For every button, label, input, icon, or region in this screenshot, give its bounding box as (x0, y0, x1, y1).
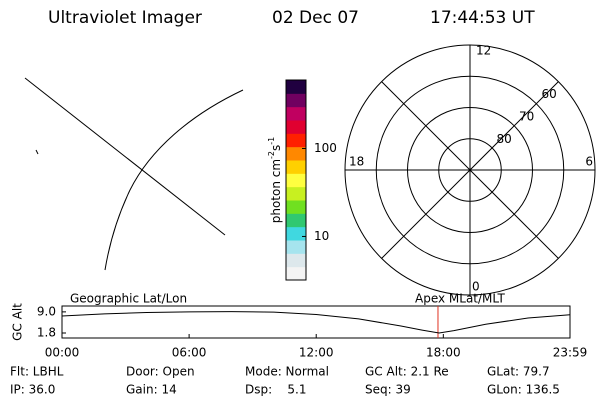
status-field: Dsp: 5.1 (245, 383, 307, 397)
colorbar-segment (286, 266, 306, 281)
colorbar-segment (286, 253, 306, 268)
status-field: Flt: LBHL (10, 365, 64, 379)
map-panel (24, 77, 244, 271)
polar-hour-label: 18 (349, 155, 364, 169)
colorbar-segment (286, 200, 306, 214)
colorbar-label-part: -2 (267, 151, 276, 159)
colorbar-label-part: s (269, 145, 283, 151)
panel-label: Apex MLat/MLT (415, 292, 505, 306)
title: Ultraviolet Imager (48, 8, 202, 28)
panel-label: Geographic Lat/Lon (70, 292, 187, 306)
polar-ring (438, 138, 502, 202)
polar-hour-label: 0 (472, 280, 480, 294)
x-tick-label: 12:00 (299, 346, 334, 360)
polar-ring-label: 70 (519, 110, 534, 124)
x-tick-label: 23:59 (553, 346, 588, 360)
colorbar-label-part: -1 (267, 137, 276, 145)
y-tick-label: 9.0 (37, 304, 56, 318)
x-tick-label: 00:00 (45, 346, 80, 360)
map-fragment (35, 149, 39, 155)
colorbar-segment (286, 133, 306, 148)
x-tick-label: 18:00 (426, 346, 461, 360)
colorbar-segment (286, 93, 306, 108)
colorbar-segment (286, 160, 306, 174)
colorbar-label-part: photon cm (269, 159, 283, 223)
colorbar-segment (286, 186, 306, 201)
colorbar-segment (286, 173, 306, 188)
polar-hour-label: 12 (476, 44, 491, 58)
status-field: Seq: 39 (365, 383, 411, 397)
status-field: IP: 36.0 (10, 383, 55, 397)
date: 02 Dec 07 (272, 8, 359, 28)
map-curve (104, 89, 244, 271)
status-field: GLon: 136.5 (487, 383, 560, 397)
colorbar-label: photon cm-2s-1 (267, 137, 283, 224)
status-field: Mode: Normal (245, 365, 329, 379)
polar-ring (375, 75, 565, 265)
status-field: Door: Open (126, 365, 195, 379)
colorbar-segment (286, 226, 306, 241)
colorbar-tick-label: 10 (314, 229, 329, 243)
status-field: GLat: 79.7 (487, 365, 550, 379)
colorbar-segment (286, 80, 306, 94)
colorbar-tick-label: 100 (314, 141, 337, 155)
colorbar-segment (286, 106, 306, 121)
colorbar-segment (286, 120, 306, 134)
x-tick-label: 06:00 (172, 346, 207, 360)
map-line (24, 77, 226, 236)
colorbar-segment (286, 146, 306, 161)
polar-ring (407, 107, 533, 233)
colorbar-segment (286, 240, 306, 254)
status-field: Gain: 14 (126, 383, 177, 397)
y-axis-label: GC Alt (11, 303, 25, 341)
y-tick-label: 1.8 (37, 326, 56, 340)
status-field: GC Alt: 2.1 Re (365, 365, 449, 379)
polar-diagonal (381, 81, 559, 259)
polar-ring-label: 60 (542, 87, 557, 101)
polar-hour-label: 6 (585, 155, 593, 169)
altitude-line (61, 311, 571, 334)
colorbar-segment (286, 213, 306, 228)
colorbar-frame (285, 79, 307, 281)
polar-ring-label: 80 (497, 132, 512, 146)
time: 17:44:53 UT (430, 8, 535, 28)
plot-frame (61, 305, 571, 339)
